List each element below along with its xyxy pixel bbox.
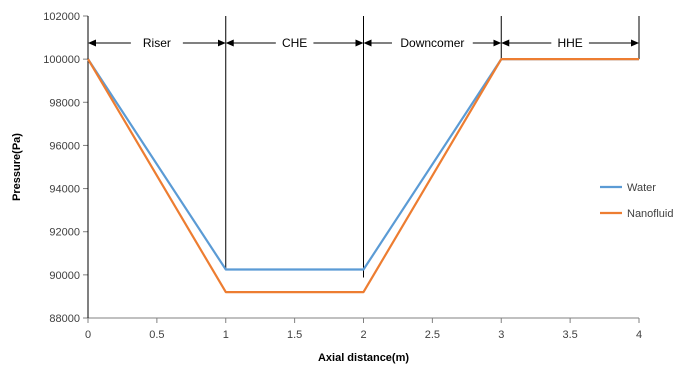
region-label: HHE <box>557 36 582 50</box>
series-line-nanofluid <box>87 57 639 294</box>
x-tick-label: 2 <box>360 329 366 341</box>
y-tick-label: 100000 <box>43 54 80 66</box>
y-tick-label: 102000 <box>43 11 80 23</box>
y-tick-label: 92000 <box>49 227 80 239</box>
axes <box>83 15 640 323</box>
region-label: CHE <box>282 36 307 50</box>
y-tick-label: 94000 <box>49 184 80 196</box>
y-tick-label: 88000 <box>49 313 80 325</box>
y-axis-title: Pressure(Pa) <box>11 133 23 201</box>
series-lines <box>87 57 640 294</box>
legend-label-nanofluid: Nanofluid <box>627 208 673 220</box>
tick-labels: 8800090000920009400096000980001000001020… <box>43 11 642 341</box>
legend: Water Nanofluid <box>600 182 673 220</box>
x-tick-label: 4 <box>636 329 642 341</box>
region-label: Riser <box>143 36 171 50</box>
x-axis-title: Axial distance(m) <box>318 352 409 364</box>
y-tick-label: 96000 <box>49 140 80 152</box>
x-tick-label: 3.5 <box>562 329 577 341</box>
x-tick-label: 0.5 <box>149 329 164 341</box>
y-tick-label: 98000 <box>49 97 80 109</box>
x-tick-label: 1 <box>223 329 229 341</box>
x-tick-label: 0 <box>85 329 91 341</box>
region-annotations: Riser CHE Downcomer HHE <box>87 16 640 318</box>
x-tick-label: 2.5 <box>425 329 440 341</box>
x-tick-label: 1.5 <box>287 329 302 341</box>
y-tick-label: 90000 <box>49 270 80 282</box>
region-label: Downcomer <box>400 36 464 50</box>
x-tick-label: 3 <box>498 329 504 341</box>
legend-label-water: Water <box>627 182 656 194</box>
